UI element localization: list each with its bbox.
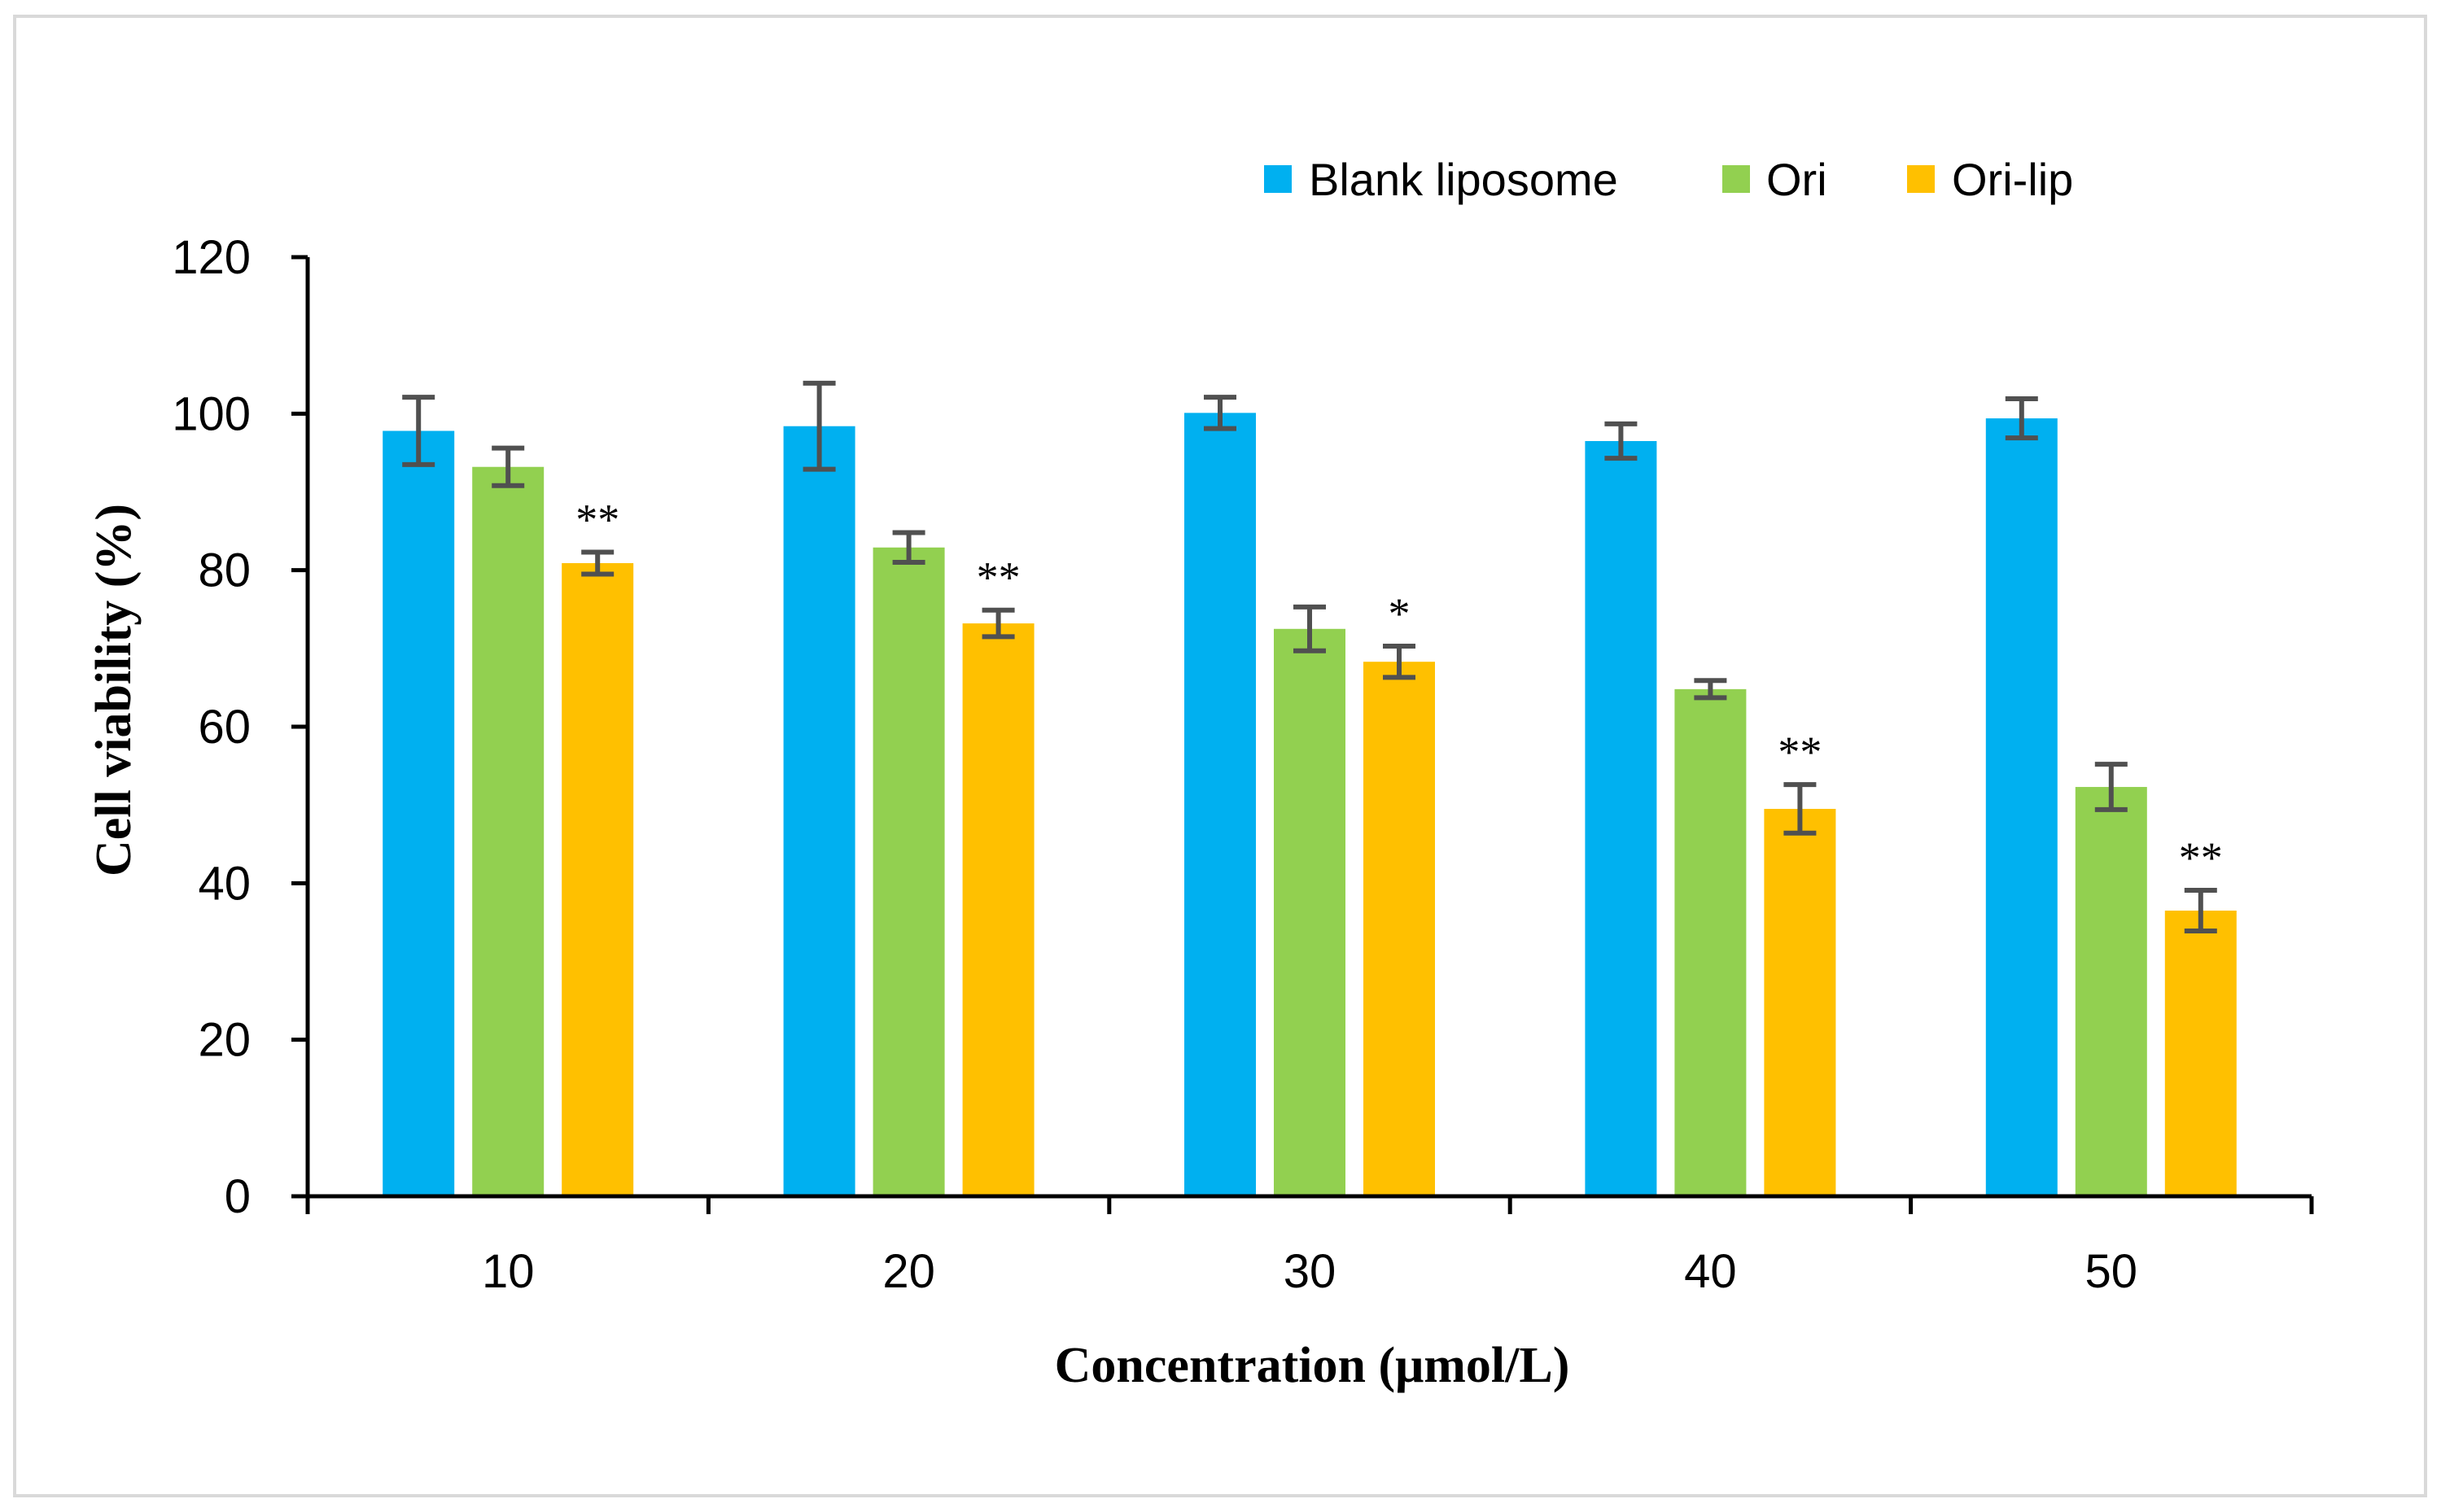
legend-swatch-ori (1722, 165, 1750, 193)
legend-swatch-ori-lip (1907, 165, 1935, 193)
bar-ori-lip-10 (562, 563, 634, 1196)
significance-marker-30: * (1389, 589, 1411, 638)
bar-blank-liposome-10 (383, 430, 455, 1196)
x-tick-label-40: 40 (1684, 1245, 1737, 1298)
chart-frame (13, 15, 2427, 1497)
y-tick-label-100: 100 (172, 387, 251, 440)
significance-marker-10: ** (575, 496, 619, 544)
legend-swatch-blank-liposome (1264, 165, 1292, 193)
plot-area: 0 20 40 60 80 100 120 ** 10 ** 20 * 30 ** 40 ** 50 (172, 231, 2314, 1298)
significance-marker-50: ** (2179, 833, 2223, 882)
bar-ori-lip-30 (1363, 662, 1435, 1196)
x-tick-label-30: 30 (1284, 1245, 1336, 1298)
y-axis-title: Cell viability (%) (86, 504, 142, 876)
y-tick-label-40: 40 (198, 857, 251, 910)
bar-ori-20 (873, 547, 945, 1196)
legend-label-ori-lip: Ori-lip (1952, 154, 2073, 205)
bar-ori-10 (472, 466, 545, 1196)
legend-label-ori: Ori (1766, 154, 1827, 205)
x-tick-label-50: 50 (2085, 1245, 2138, 1298)
x-tick-label-20: 20 (882, 1245, 935, 1298)
significance-marker-20: ** (977, 553, 1021, 602)
significance-marker-40: ** (1778, 728, 1822, 776)
x-tick-label-10: 10 (482, 1245, 535, 1298)
bar-ori-lip-40 (1764, 808, 1836, 1196)
y-tick-label-0: 0 (225, 1170, 251, 1223)
legend-label-blank-liposome: Blank liposome (1309, 154, 1618, 205)
legend: Blank liposome Ori Ori-lip (1264, 154, 2073, 205)
bar-ori-50 (2075, 787, 2147, 1196)
y-tick-label-20: 20 (198, 1014, 251, 1067)
y-tick-label-60: 60 (198, 701, 251, 754)
y-tick-label-80: 80 (198, 544, 251, 597)
bar-blank-liposome-50 (1985, 418, 2058, 1196)
x-axis-title: Concentration (μmol/L) (1055, 1338, 1570, 1393)
bar-ori-lip-20 (962, 623, 1035, 1196)
bar-ori-40 (1674, 688, 1747, 1196)
bar-blank-liposome-30 (1184, 413, 1256, 1196)
bar-blank-liposome-40 (1585, 440, 1657, 1196)
y-tick-label-120: 120 (172, 231, 251, 284)
bar-ori-lip-50 (2164, 910, 2237, 1196)
bar-ori-30 (1274, 628, 1345, 1196)
bar-blank-liposome-20 (783, 426, 855, 1196)
